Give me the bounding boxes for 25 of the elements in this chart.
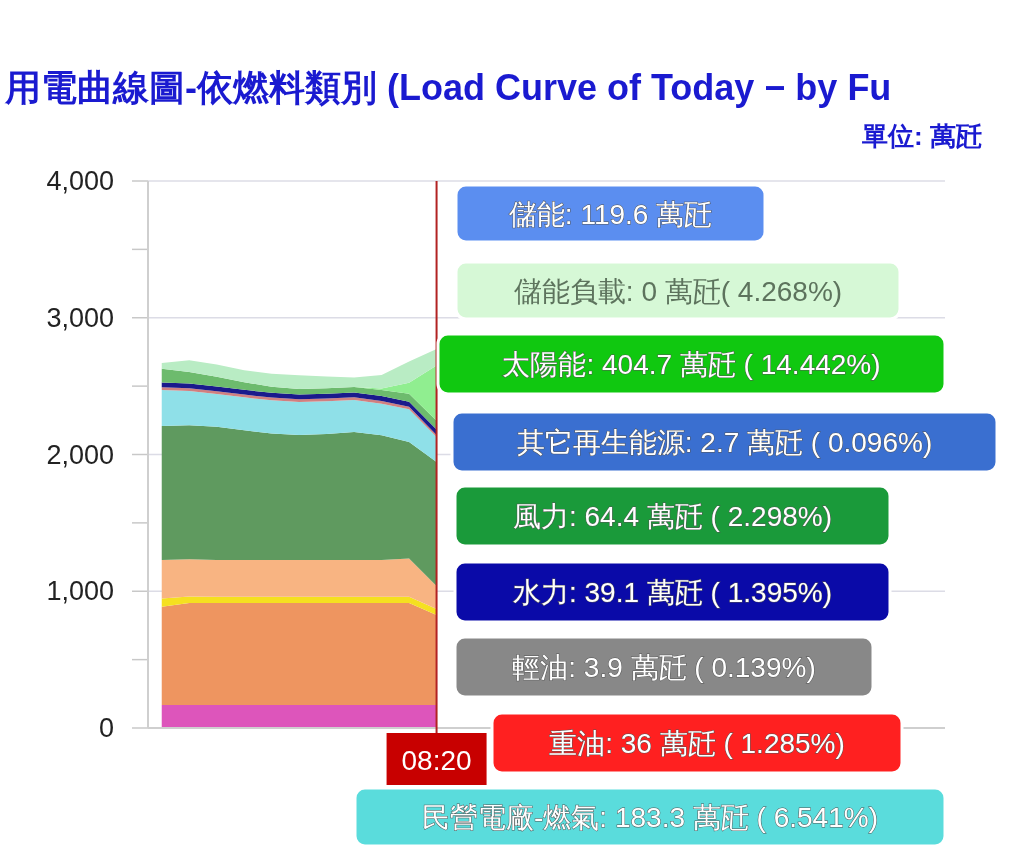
tooltip: 重油: 36 萬瓩 ( 1.285%) [490,711,904,775]
y-tick-label: 1,000 [46,576,114,607]
y-tick-label: 0 [98,713,114,743]
annotation: 其它再生能源: 2.7 萬瓩 ( 0.096%) [516,427,933,458]
tooltip: 太陽能: 404.7 萬瓩 ( 14.442%) [436,332,947,396]
tooltip: 其它再生能源: 2.7 萬瓩 ( 0.096%) [450,410,999,474]
tooltip: 民營電廠-燃氣: 183.3 萬瓩 ( 6.541%) [353,786,947,848]
tooltip: 輕油: 3.9 萬瓩 ( 0.139%) [453,635,875,699]
annotation: 儲能負載: 0 萬瓩( 4.268%) [513,275,843,307]
annotation: 儲能: 119.6 萬瓩 [508,198,713,230]
y-tick-label: 4,000 [46,166,114,196]
y-tick-label: 3,000 [46,302,114,333]
chart-subtitle: 單位: 萬瓩 [861,121,982,151]
annotation: 重油: 36 萬瓩 ( 1.285%) [549,728,845,759]
annotation: 太陽能: 404.7 萬瓩 ( 14.442%) [502,349,881,380]
tooltip: 水力: 39.1 萬瓩 ( 1.395%) [453,560,892,624]
annotation: 風力: 64.4 萬瓩 ( 2.298%) [512,501,833,532]
tooltip: 儲能負載: 0 萬瓩( 4.268%) [454,260,902,321]
annotation: 輕油: 3.9 萬瓩 ( 0.139%) [512,652,816,683]
y-tick-label: 2,000 [46,439,114,470]
chart-title: 用電曲線圖-依燃料類別 (Load Curve of Today − by Fu [4,67,892,108]
x-tick-label: 08:20 [401,745,472,776]
tooltip: 儲能: 119.6 萬瓩 [454,183,767,244]
tooltip: 風力: 64.4 萬瓩 ( 2.298%) [453,484,892,548]
annotation: 水力: 39.1 萬瓩 ( 1.395%) [512,577,833,608]
